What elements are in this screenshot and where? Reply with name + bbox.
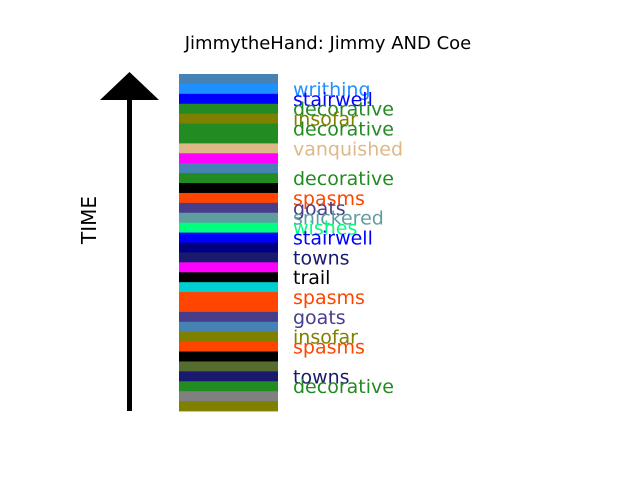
timeline-segment [179, 331, 278, 343]
timeline-segment [179, 401, 278, 412]
time-arrow-head [100, 72, 159, 100]
segment-label: decorative [293, 168, 394, 190]
segment-label: towns [293, 247, 350, 269]
segment-label: spasms [293, 287, 365, 309]
timeline-segment [179, 113, 278, 124]
timeline-segment [179, 163, 278, 174]
timeline-segment [179, 381, 278, 392]
segment-label: insofar [293, 327, 358, 349]
timeline-segment [179, 183, 278, 194]
timeline-segment [179, 351, 278, 362]
timeline-segment [179, 341, 278, 352]
timeline-segment [179, 153, 278, 164]
timeline-segment [179, 192, 278, 204]
timeline-segment [179, 212, 278, 224]
segment-label: stairwell [293, 89, 373, 111]
segment-label: goats [293, 198, 346, 220]
time-arrow [100, 72, 159, 411]
timeline-segment [179, 123, 278, 134]
timeline-segment [179, 133, 278, 144]
timeline-segment [179, 262, 278, 273]
timeline-segment [179, 371, 278, 382]
segment-label: decorative [293, 99, 394, 121]
timeline-segment [179, 311, 278, 323]
chart-title: JimmytheHand: Jimmy AND Coe [184, 33, 472, 54]
timeline-segment [179, 103, 278, 115]
timeline-segment [179, 252, 278, 263]
timeline-segment [179, 282, 278, 293]
segment-label: snickered [293, 208, 384, 230]
segment-label: goats [293, 307, 346, 329]
timeline-segment [179, 83, 278, 95]
timeline-segment [179, 93, 278, 105]
timeline-segment [179, 361, 278, 372]
timeline-segment [179, 202, 278, 214]
segment-label: vanquished [293, 138, 403, 160]
segment-label: decorative [293, 376, 394, 398]
segment-label: wishes [293, 218, 357, 240]
timeline-segment [179, 242, 278, 253]
timeline-segment [179, 74, 278, 85]
y-axis-label: TIME [77, 196, 101, 245]
segment-label: spasms [293, 188, 365, 210]
timeline-segment [179, 143, 278, 154]
segment-label: insofar [293, 109, 358, 131]
timeline-segment [179, 232, 278, 243]
segment-label: towns [293, 366, 350, 388]
segment-label: writhing [293, 79, 371, 101]
timeline-segment [179, 222, 278, 233]
timeline-segment [179, 173, 278, 184]
timeline-segment [179, 321, 278, 333]
segment-label: decorative [293, 119, 394, 141]
time-arrow-shaft [127, 98, 132, 411]
timeline-bar [179, 74, 278, 412]
segment-label: stairwell [293, 228, 373, 250]
segment-label: spasms [293, 337, 365, 359]
segment-label: trail [293, 267, 330, 289]
timeline-segment [179, 301, 278, 313]
timeline-segment [179, 391, 278, 402]
timeline-segment [179, 272, 278, 283]
timeline-labels: writhingstairwelldecorativeinsofardecora… [293, 79, 403, 398]
timeline-segment [179, 292, 278, 303]
